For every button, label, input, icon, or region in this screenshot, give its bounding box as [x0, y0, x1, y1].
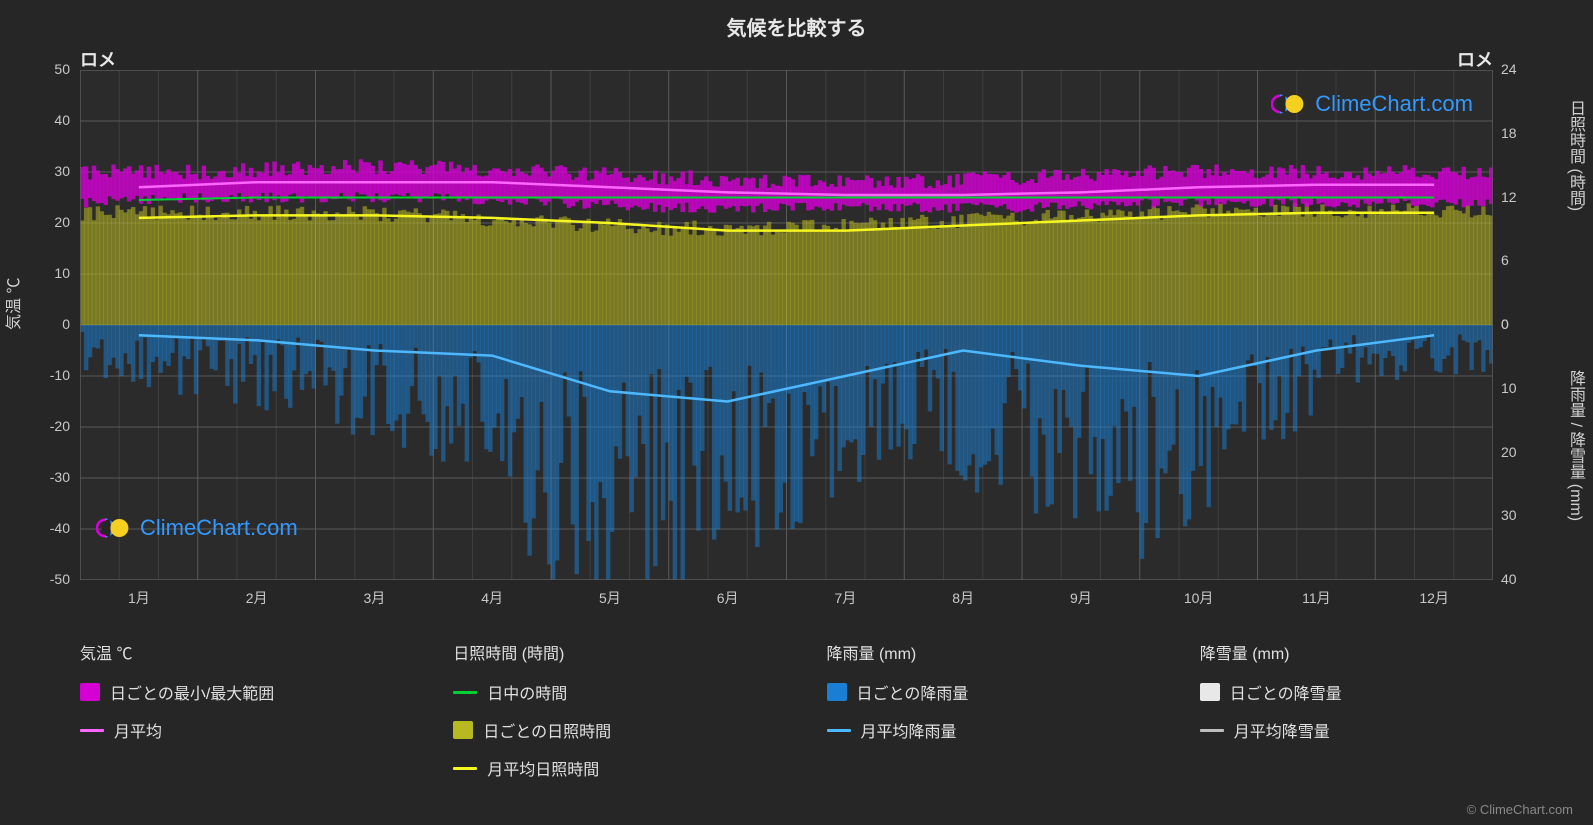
legend-group: 降雪量 (mm) 日ごとの降雪量月平均降雪量 — [1200, 640, 1533, 794]
x-month-tick: 1月 — [128, 588, 150, 608]
x-month-tick: 9月 — [1070, 588, 1092, 608]
legend-group-title: 気温 ℃ — [80, 640, 413, 664]
legend-swatch — [453, 691, 477, 694]
watermark-top: ClimeChart.com — [1271, 90, 1473, 118]
x-month-tick: 11月 — [1302, 588, 1331, 608]
y-right-daylight-tick: 24 — [1501, 61, 1517, 77]
legend-item: 月平均日照時間 — [453, 756, 786, 780]
legend-swatch — [80, 683, 100, 701]
y-left-tick: -50 — [50, 571, 70, 587]
legend-item: 日ごとの降雨量 — [827, 680, 1160, 704]
legend-group: 降雨量 (mm) 日ごとの降雨量月平均降雨量 — [827, 640, 1160, 794]
y-right-daylight-tick: 12 — [1501, 189, 1517, 205]
y-right-precip-tick: 10 — [1501, 380, 1517, 396]
watermark-bottom: ClimeChart.com — [96, 514, 298, 542]
legend-item: 日ごとの最小/最大範囲 — [80, 680, 413, 704]
y-left-tick: 50 — [54, 61, 70, 77]
y-right-daylight-tick: 6 — [1501, 252, 1509, 268]
legend-swatch — [827, 683, 847, 701]
y-left-tick: 10 — [54, 265, 70, 281]
y-left-tick: 20 — [54, 214, 70, 230]
x-month-tick: 10月 — [1184, 588, 1214, 608]
legend-swatch — [453, 767, 477, 770]
legend-label: 月平均日照時間 — [487, 756, 599, 780]
x-month-tick: 6月 — [717, 588, 739, 608]
legend-label: 月平均降雨量 — [861, 718, 957, 742]
credit-text: © ClimeChart.com — [1467, 802, 1573, 817]
legend-label: 日ごとの降雪量 — [1230, 680, 1342, 704]
location-label-left: ロメ — [80, 46, 116, 72]
plot-svg — [80, 70, 1493, 580]
watermark-text: ClimeChart.com — [140, 515, 298, 541]
y-right-daylight-label: 日照時間 (時間) — [1563, 100, 1587, 211]
x-month-tick: 7月 — [834, 588, 856, 608]
plot-area — [80, 70, 1493, 580]
y-left-axis-label: 気温 ℃ — [0, 278, 24, 330]
x-month-tick: 5月 — [599, 588, 621, 608]
legend-item: 月平均降雨量 — [827, 718, 1160, 742]
y-left-tick: -10 — [50, 367, 70, 383]
y-left-tick: -40 — [50, 520, 70, 536]
legend-swatch — [80, 729, 104, 732]
legend-label: 日ごとの最小/最大範囲 — [110, 680, 274, 704]
legend-swatch — [1200, 729, 1224, 732]
legend-group-title: 降雨量 (mm) — [827, 640, 1160, 664]
legend-item: 日ごとの日照時間 — [453, 718, 786, 742]
location-label-right: ロメ — [1457, 46, 1493, 72]
chart-title: 気候を比較する — [0, 0, 1593, 41]
legend-label: 日ごとの日照時間 — [483, 718, 611, 742]
watermark-text: ClimeChart.com — [1315, 91, 1473, 117]
chart-container: 気候を比較する ロメ ロメ 気温 ℃ 日照時間 (時間) 降雨量 / 降雪量 (… — [0, 0, 1593, 825]
climechart-logo-icon — [96, 514, 132, 542]
legend-swatch — [453, 721, 473, 739]
legend-label: 日ごとの降雨量 — [857, 680, 969, 704]
legend-label: 月平均降雪量 — [1234, 718, 1330, 742]
y-left-tick: 0 — [62, 316, 70, 332]
legend: 気温 ℃ 日ごとの最小/最大範囲月平均 日照時間 (時間) 日中の時間日ごとの日照時間… — [80, 640, 1533, 794]
x-month-tick: 12月 — [1419, 588, 1449, 608]
legend-item: 日ごとの降雪量 — [1200, 680, 1533, 704]
x-month-tick: 4月 — [481, 588, 503, 608]
y-left-tick: 30 — [54, 163, 70, 179]
y-left-tick: -20 — [50, 418, 70, 434]
legend-item: 月平均 — [80, 718, 413, 742]
x-month-tick: 3月 — [363, 588, 385, 608]
y-left-tick: -30 — [50, 469, 70, 485]
legend-swatch — [827, 729, 851, 732]
y-right-precip-label: 降雨量 / 降雪量 (mm) — [1563, 370, 1587, 521]
legend-group: 気温 ℃ 日ごとの最小/最大範囲月平均 — [80, 640, 413, 794]
legend-label: 日中の時間 — [487, 680, 567, 704]
legend-group-title: 日照時間 (時間) — [453, 640, 786, 664]
y-right-precip-tick: 40 — [1501, 571, 1517, 587]
x-month-tick: 2月 — [246, 588, 268, 608]
legend-item: 月平均降雪量 — [1200, 718, 1533, 742]
legend-label: 月平均 — [114, 718, 162, 742]
climechart-logo-icon — [1271, 90, 1307, 118]
y-right-daylight-tick: 18 — [1501, 125, 1517, 141]
y-left-tick: 40 — [54, 112, 70, 128]
x-month-tick: 8月 — [952, 588, 974, 608]
y-right-precip-tick: 30 — [1501, 507, 1517, 523]
legend-group-title: 降雪量 (mm) — [1200, 640, 1533, 664]
legend-swatch — [1200, 683, 1220, 701]
y-right-precip-tick: 20 — [1501, 444, 1517, 460]
legend-group: 日照時間 (時間) 日中の時間日ごとの日照時間月平均日照時間 — [453, 640, 786, 794]
y-right-precip-tick: 0 — [1501, 316, 1509, 332]
legend-item: 日中の時間 — [453, 680, 786, 704]
